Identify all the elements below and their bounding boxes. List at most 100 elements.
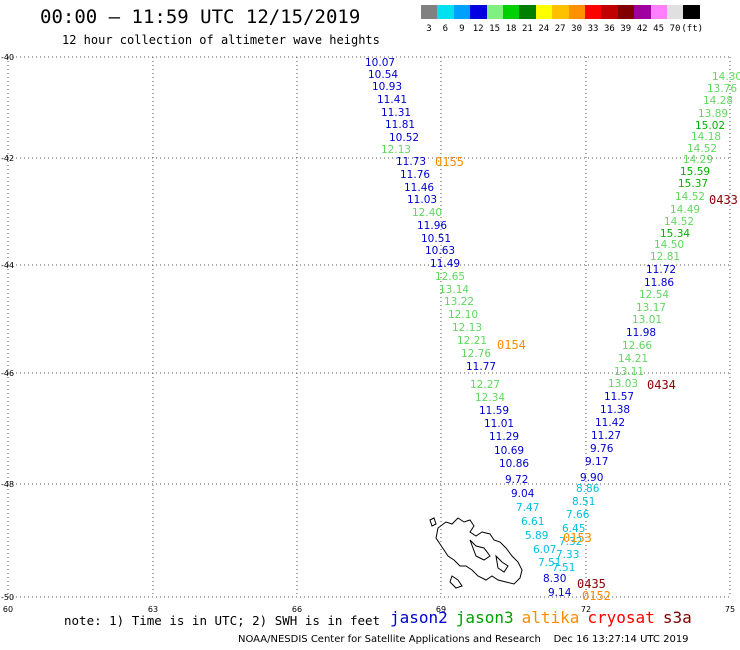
wave-height-value: 11.42 bbox=[595, 417, 625, 429]
legend-label: 39 bbox=[620, 24, 632, 34]
wave-height-value: 10.54 bbox=[368, 69, 398, 81]
legend-label: 27 bbox=[554, 24, 566, 34]
wave-height-value: 9.04 bbox=[511, 488, 535, 500]
wave-height-value: 12.81 bbox=[650, 251, 680, 263]
map-note: note: 1) Time is in UTC; 2) SWH is in fe… bbox=[64, 613, 381, 628]
y-tick-label: -50 bbox=[1, 593, 14, 602]
wave-height-value: 14.49 bbox=[670, 204, 700, 216]
wave-height-value: 11.57 bbox=[604, 391, 634, 403]
legend-label: 30 bbox=[571, 24, 583, 34]
wave-height-value: 7.47 bbox=[516, 502, 539, 514]
wave-height-value: 12.54 bbox=[639, 289, 669, 301]
wave-height-observations: 10.0710.5410.9311.4111.3111.8110.5212.13… bbox=[365, 57, 740, 599]
legend-swatch bbox=[437, 5, 454, 19]
legend-swatch bbox=[683, 5, 700, 19]
legend-swatch bbox=[585, 5, 602, 19]
satellite-name: cryosat bbox=[587, 608, 655, 627]
wave-height-value: 11.86 bbox=[644, 277, 674, 289]
legend-label: 15 bbox=[489, 24, 501, 34]
wave-height-value: 11.77 bbox=[466, 361, 496, 373]
wave-height-value: 15.37 bbox=[678, 178, 708, 190]
legend-label: 42 bbox=[636, 24, 648, 34]
legend-label: 36 bbox=[603, 24, 615, 34]
legend-label: 33 bbox=[587, 24, 599, 34]
wave-height-value: 11.73 bbox=[396, 156, 426, 168]
wave-height-value: 10.51 bbox=[421, 233, 451, 245]
legend-label: 18 bbox=[505, 24, 517, 34]
wave-height-value: 9.76 bbox=[590, 443, 614, 455]
wave-height-value: 14.50 bbox=[654, 239, 684, 251]
wave-height-value: 14.21 bbox=[618, 353, 648, 365]
pass-time-label: 0154 bbox=[497, 338, 526, 352]
satellite-name: altika bbox=[521, 608, 580, 627]
wave-height-value: 14.52 bbox=[664, 216, 694, 228]
legend-swatch bbox=[667, 5, 684, 19]
wave-height-value: 7.33 bbox=[556, 549, 579, 561]
wave-height-value: 13.14 bbox=[439, 284, 469, 296]
wave-height-value: 10.69 bbox=[494, 445, 524, 457]
x-tick-label: 72 bbox=[581, 605, 591, 614]
x-tick-label: 75 bbox=[725, 605, 735, 614]
x-tick-label: 60 bbox=[3, 605, 13, 614]
y-tick-label: -48 bbox=[1, 480, 14, 489]
legend-swatch bbox=[601, 5, 618, 19]
wave-height-value: 11.96 bbox=[417, 220, 447, 232]
pass-time-label: 0155 bbox=[435, 155, 464, 169]
pass-time-label: 0153 bbox=[563, 531, 592, 545]
legend-label: 12 bbox=[472, 24, 484, 34]
wave-height-value: 12.21 bbox=[457, 335, 487, 347]
y-tick-label: -46 bbox=[1, 369, 14, 378]
legend-swatch bbox=[552, 5, 569, 19]
wave-height-value: 13.17 bbox=[636, 302, 666, 314]
wave-height-value: 14.30 bbox=[712, 71, 740, 83]
wave-height-value: 12.40 bbox=[412, 207, 442, 219]
y-tick-label: -42 bbox=[1, 154, 14, 163]
wave-height-value: 11.72 bbox=[646, 264, 676, 276]
credit-footer: NOAA/NESDIS Center for Satellite Applica… bbox=[238, 634, 689, 645]
wave-height-value: 11.59 bbox=[479, 405, 509, 417]
wave-height-value: 12.76 bbox=[461, 348, 491, 360]
wave-height-value: 15.34 bbox=[660, 228, 690, 240]
wave-height-value: 11.76 bbox=[400, 169, 430, 181]
wave-height-value: 13.76 bbox=[707, 83, 737, 95]
wave-height-value: 13.03 bbox=[608, 378, 638, 390]
wave-height-value: 10.93 bbox=[372, 81, 402, 93]
wave-height-value: 13.89 bbox=[698, 108, 728, 120]
satellite-name: s3a bbox=[662, 608, 692, 627]
wave-height-value: 14.29 bbox=[683, 154, 713, 166]
wave-height-value: 9.72 bbox=[505, 474, 528, 486]
wave-height-value: 12.10 bbox=[448, 309, 478, 321]
wave-height-value: 12.34 bbox=[475, 392, 505, 404]
legend-label: 24 bbox=[538, 24, 550, 34]
legend-swatch bbox=[486, 5, 503, 19]
lat-lon-grid bbox=[7, 56, 731, 598]
wave-height-value: 10.86 bbox=[499, 458, 529, 470]
wave-height-value: 8.86 bbox=[576, 483, 600, 495]
legend-swatch bbox=[503, 5, 520, 19]
wave-height-value: 9.17 bbox=[585, 456, 608, 468]
y-tick-label: -44 bbox=[1, 261, 14, 270]
legend-swatch bbox=[617, 5, 635, 19]
wave-height-value: 12.13 bbox=[452, 322, 482, 334]
map-subtitle: 12 hour collection of altimeter wave hei… bbox=[62, 33, 380, 47]
x-tick-label: 63 bbox=[148, 605, 158, 614]
wave-height-value: 7.51 bbox=[552, 562, 575, 574]
wave-height-value: 11.31 bbox=[381, 107, 411, 119]
pass-time-label: 0435 bbox=[577, 577, 606, 591]
wave-height-value: 11.29 bbox=[489, 431, 519, 443]
wave-height-value: 15.02 bbox=[695, 120, 725, 132]
wave-height-value: 12.66 bbox=[622, 340, 652, 352]
wave-height-value: 9.90 bbox=[580, 472, 603, 484]
wave-height-value: 13.11 bbox=[614, 366, 644, 378]
wave-height-value: 7.32 bbox=[559, 536, 582, 548]
legend-label: (ft) bbox=[681, 24, 704, 34]
wave-height-value: 13.01 bbox=[632, 314, 662, 326]
wave-height-value: 5.89 bbox=[525, 530, 548, 542]
wave-height-value: 11.27 bbox=[591, 430, 621, 442]
legend-swatch bbox=[519, 5, 536, 19]
kerguelen-islands-outline bbox=[429, 517, 523, 589]
wave-height-value: 12.27 bbox=[470, 379, 500, 391]
pass-time-label: 0433 bbox=[709, 193, 738, 207]
